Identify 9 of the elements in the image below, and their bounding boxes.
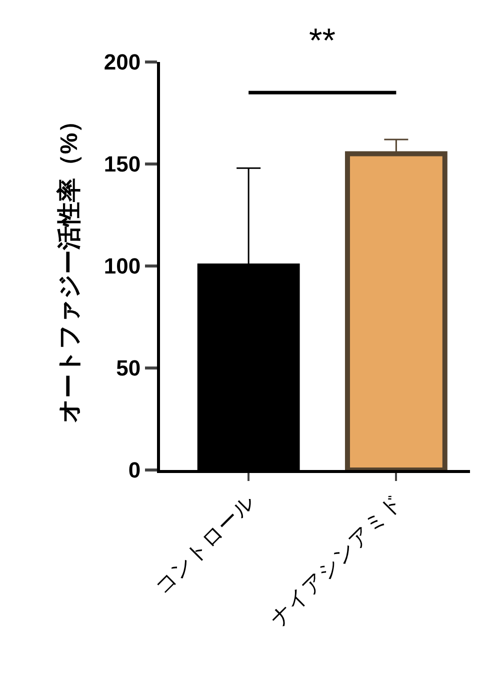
y-tick-label: 200 <box>104 50 141 75</box>
y-tick-label: 0 <box>128 458 141 483</box>
y-tick-label: 50 <box>116 356 141 381</box>
x-tick-label: ナイアシンアミド <box>266 490 408 632</box>
y-tick-label: 100 <box>104 254 141 279</box>
x-tick-label: コントロール <box>150 490 260 600</box>
y-axis-title: オートファジー活性率（%） <box>56 108 83 424</box>
text: ** <box>309 22 336 60</box>
y-tick-label: 150 <box>104 152 141 177</box>
